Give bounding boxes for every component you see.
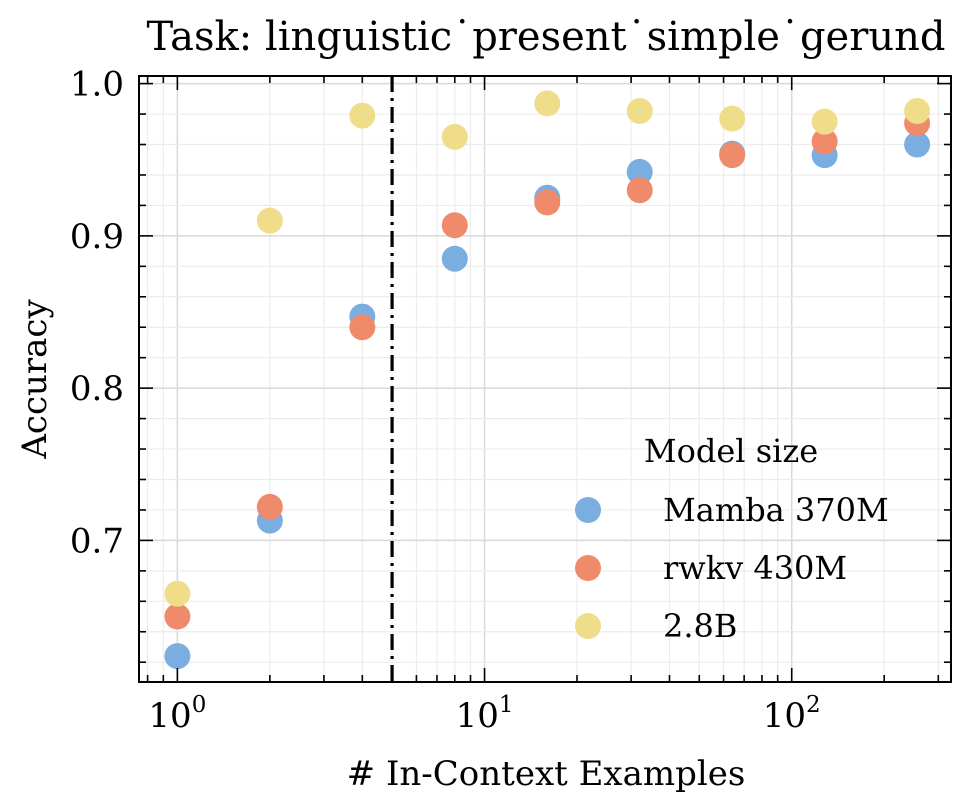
data-point (904, 131, 931, 158)
data-point (719, 142, 746, 169)
data-point (719, 105, 746, 132)
data-point (256, 493, 283, 520)
x-tick-label: 101 (456, 692, 514, 736)
legend-title: Model size (644, 432, 818, 470)
y-axis-label: Accuracy (15, 299, 55, 460)
data-point (626, 158, 653, 185)
data-point (164, 603, 191, 630)
data-point (441, 123, 468, 150)
y-tick-label: 0.7 (70, 521, 124, 561)
legend-marker (575, 497, 601, 523)
data-point (626, 98, 653, 125)
data-point (626, 177, 653, 204)
grid (139, 76, 951, 682)
x-axis-label: # In-Context Examples (347, 754, 746, 794)
data-point (534, 189, 561, 216)
plot-frame (138, 75, 952, 683)
x-tick-label: 100 (148, 692, 206, 736)
data-point (904, 98, 931, 125)
legend: Model size Mamba 370M rwkv 430M 2.8B (575, 432, 889, 645)
x-tick-label: 102 (763, 692, 821, 736)
legend-marker (575, 613, 601, 639)
data-point (811, 108, 838, 135)
legend-label: 2.8B (663, 607, 737, 645)
data-point (441, 245, 468, 272)
data-point (349, 314, 376, 341)
data-point (164, 643, 191, 670)
y-tick-label: 0.8 (70, 369, 124, 409)
legend-label: rwkv 430M (663, 549, 847, 587)
data-point (534, 90, 561, 117)
legend-marker (575, 555, 601, 581)
tick-labels: 100 101 102 0.7 0.8 0.9 1.0 (70, 65, 821, 736)
data-point (811, 128, 838, 155)
legend-label: Mamba 370M (663, 491, 889, 529)
data-point (256, 207, 283, 234)
y-tick-label: 1.0 (70, 65, 124, 105)
data-point (349, 102, 376, 129)
y-tick-label: 0.9 (70, 217, 124, 257)
chart-title: Task: linguistic˙present˙simple˙gerund (147, 14, 946, 60)
data-point (441, 212, 468, 239)
data-points (164, 90, 931, 670)
axis-ticks (139, 76, 951, 682)
data-point (164, 580, 191, 607)
